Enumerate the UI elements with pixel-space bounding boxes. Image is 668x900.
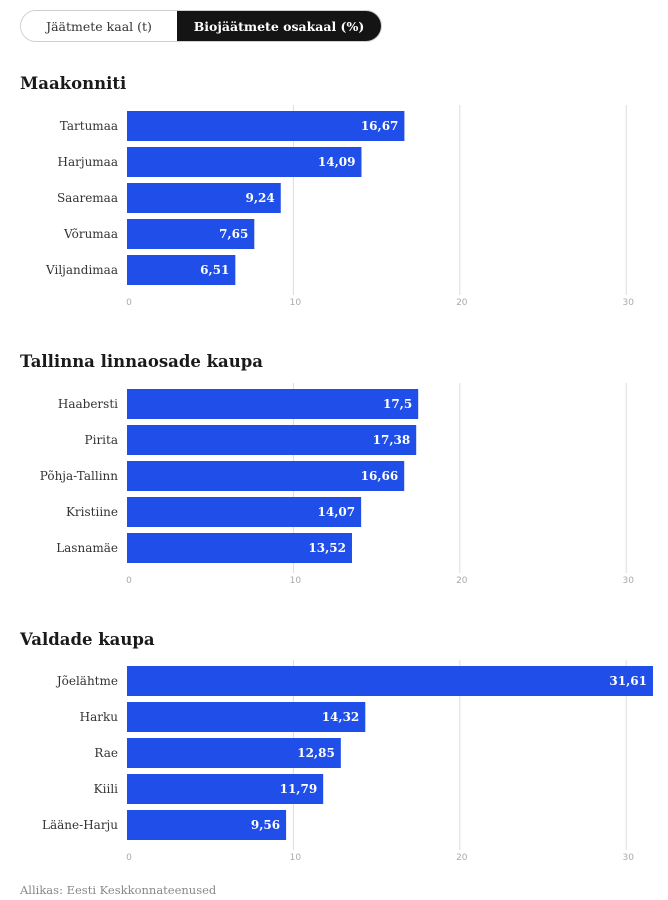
bar[interactable] — [127, 738, 341, 768]
category-label: Põhja-Tallinn — [40, 469, 119, 483]
bar[interactable] — [127, 219, 255, 249]
bar[interactable] — [127, 497, 362, 527]
value-label: 16,67 — [361, 119, 399, 133]
bar[interactable] — [127, 810, 287, 840]
value-label: 14,07 — [318, 505, 356, 519]
bar[interactable] — [127, 774, 324, 804]
chart-title-municipalities: Valdade kaupa — [20, 630, 155, 649]
category-label: Harku — [80, 710, 119, 724]
bar[interactable] — [127, 255, 236, 285]
tab-waste-weight[interactable]: Jäätmete kaal (t) — [21, 11, 177, 41]
tick-label: 20 — [456, 298, 468, 308]
tick-label: 0 — [126, 576, 132, 586]
value-label: 17,5 — [383, 397, 412, 411]
category-label: Lasnamäe — [56, 541, 118, 555]
metric-toggle: Jäätmete kaal (t) Biojäätmete osakaal (%… — [20, 10, 382, 42]
category-label: Kristiine — [66, 505, 118, 519]
bar[interactable] — [127, 533, 352, 563]
chart-municipalities: Jõelähtme 31,61 Harku 14,32 Rae 12,85 Kiili 11,… — [42, 660, 653, 863]
value-label: 14,32 — [322, 710, 360, 724]
tick-label: 30 — [622, 576, 634, 586]
category-label: Tartumaa — [60, 119, 118, 133]
tick-label: 10 — [290, 576, 302, 586]
source-note: Allikas: Eesti Keskkonnateenused — [20, 883, 217, 897]
value-label: 9,56 — [251, 818, 280, 832]
tick-label: 10 — [290, 298, 302, 308]
category-label: Saaremaa — [57, 191, 118, 205]
category-label: Harjumaa — [58, 155, 119, 169]
value-label: 14,09 — [318, 155, 356, 169]
bar[interactable] — [127, 702, 366, 732]
value-label: 16,66 — [361, 469, 399, 483]
category-label: Pirita — [85, 433, 118, 447]
bar[interactable] — [127, 111, 405, 141]
category-label: Rae — [94, 746, 118, 760]
tick-label: 0 — [126, 298, 132, 308]
bar[interactable] — [127, 666, 653, 696]
value-label: 9,24 — [246, 191, 275, 205]
value-label: 13,52 — [308, 541, 346, 555]
tab-biowaste-share[interactable]: Biojäätmete osakaal (%) — [177, 11, 381, 41]
tick-label: 20 — [456, 576, 468, 586]
category-label: Kiili — [94, 782, 118, 796]
chart-districts: Haabersti 17,5 Pirita 17,38 Põhja-Tallinn 16,… — [40, 383, 634, 586]
tick-label: 30 — [622, 853, 634, 863]
tick-label: 10 — [290, 853, 302, 863]
chart-counties: Tartumaa 16,67 Harjumaa 14,09 Saaremaa 9,24 Võ… — [45, 105, 634, 308]
chart-title-counties: Maakonniti — [20, 74, 127, 93]
chart-title-districts: Tallinna linnaosade kaupa — [20, 352, 263, 371]
tick-label: 30 — [622, 298, 634, 308]
value-label: 6,51 — [200, 263, 229, 277]
bar[interactable] — [127, 461, 405, 491]
value-label: 17,38 — [373, 433, 411, 447]
tick-label: 20 — [456, 853, 468, 863]
category-label: Haabersti — [58, 397, 118, 411]
value-label: 11,79 — [280, 782, 318, 796]
category-label: Võrumaa — [63, 227, 118, 241]
category-label: Jõelähtme — [55, 674, 118, 688]
value-label: 7,65 — [219, 227, 248, 241]
category-label: Lääne-Harju — [42, 818, 118, 832]
bar[interactable] — [127, 147, 362, 177]
bar[interactable] — [127, 183, 281, 213]
bar[interactable] — [127, 425, 417, 455]
category-label: Viljandimaa — [45, 263, 118, 277]
value-label: 12,85 — [297, 746, 335, 760]
tick-label: 0 — [126, 853, 132, 863]
value-label: 31,61 — [609, 674, 647, 688]
bar[interactable] — [127, 389, 419, 419]
